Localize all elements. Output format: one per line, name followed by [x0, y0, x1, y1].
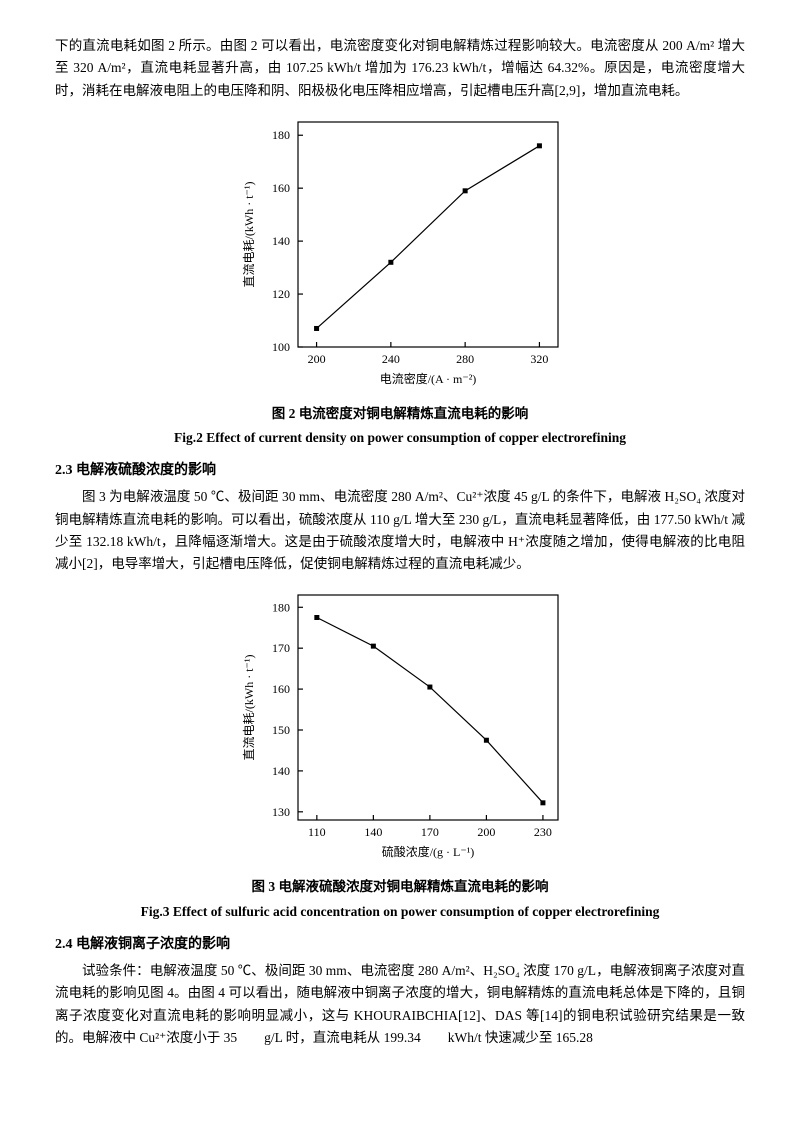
section-heading-23: 2.3 电解液硫酸浓度的影响 — [55, 459, 745, 482]
svg-text:直流电耗/(kWh · t⁻¹): 直流电耗/(kWh · t⁻¹) — [242, 181, 256, 287]
svg-text:电流密度/(A · m⁻²): 电流密度/(A · m⁻²) — [379, 371, 476, 386]
body-paragraph: 下的直流电耗如图 2 所示。由图 2 可以看出，电流密度变化对铜电解精炼过程影响… — [55, 35, 745, 102]
svg-text:240: 240 — [381, 352, 399, 366]
body-paragraph: 图 3 为电解液温度 50 ℃、极间距 30 mm、电流密度 280 A/m²、… — [55, 486, 745, 575]
svg-text:320: 320 — [530, 352, 548, 366]
svg-text:170: 170 — [272, 642, 290, 656]
svg-text:130: 130 — [272, 805, 290, 819]
fig2-caption-cn: 图 2 电流密度对铜电解精炼直流电耗的影响 — [55, 403, 745, 425]
svg-text:160: 160 — [272, 683, 290, 697]
fig3-caption-en: Fig.3 Effect of sulfuric acid concentrat… — [55, 901, 745, 923]
svg-text:180: 180 — [272, 128, 290, 142]
svg-text:140: 140 — [364, 825, 382, 839]
svg-text:230: 230 — [533, 825, 551, 839]
section-heading-24: 2.4 电解液铜离子浓度的影响 — [55, 933, 745, 956]
svg-text:110: 110 — [308, 825, 326, 839]
figure-2: 200 240 280 320 100 120 140 160 180 电流密度/(A · m⁻²… — [55, 110, 745, 397]
svg-text:180: 180 — [272, 601, 290, 615]
svg-text:硫酸浓度/(g · L⁻¹): 硫酸浓度/(g · L⁻¹) — [381, 844, 474, 859]
svg-text:200: 200 — [307, 352, 325, 366]
svg-text:150: 150 — [272, 723, 290, 737]
figure-3: 110 140 170 200 230 130 140 150 160 170 180 硫酸浓度/(g… — [55, 583, 745, 870]
svg-text:直流电耗/(kWh · t⁻¹): 直流电耗/(kWh · t⁻¹) — [242, 655, 256, 761]
svg-text:200: 200 — [477, 825, 495, 839]
svg-text:280: 280 — [456, 352, 474, 366]
body-paragraph: 试验条件：电解液温度 50 ℃、极间距 30 mm、电流密度 280 A/m²、… — [55, 960, 745, 1049]
svg-text:160: 160 — [272, 181, 290, 195]
svg-text:100: 100 — [272, 340, 290, 354]
svg-text:170: 170 — [420, 825, 438, 839]
fig2-caption-en: Fig.2 Effect of current density on power… — [55, 427, 745, 449]
svg-text:120: 120 — [272, 287, 290, 301]
svg-text:140: 140 — [272, 764, 290, 778]
svg-text:140: 140 — [272, 234, 290, 248]
fig3-caption-cn: 图 3 电解液硫酸浓度对铜电解精炼直流电耗的影响 — [55, 876, 745, 898]
